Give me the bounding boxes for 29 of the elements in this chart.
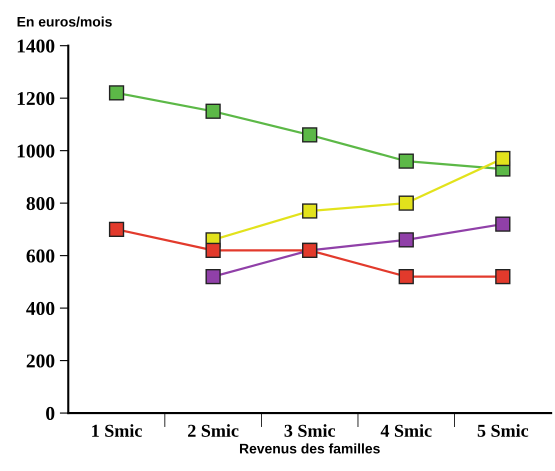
point	[495, 268, 510, 284]
point	[398, 154, 414, 169]
x-tick-label: 5 Smic	[478, 424, 528, 437]
point	[205, 242, 221, 258]
y-tick-label: 400	[26, 302, 54, 316]
y-tick-label: 600	[26, 249, 54, 263]
x-axis-title: Revenus des familles	[240, 443, 380, 454]
y-tick-label: 1000	[18, 144, 54, 158]
point	[205, 104, 221, 119]
y-axis-title: En euros/mois	[18, 16, 112, 27]
y-tick-label: 0	[46, 406, 54, 420]
point	[398, 232, 414, 248]
x-tick-label: 2 Smic	[188, 424, 238, 437]
y-tick-label: 1200	[18, 92, 54, 106]
y-tick-label: 200	[26, 354, 54, 368]
y-tick-label: 1400	[18, 40, 54, 53]
y-tick-label: 800	[26, 196, 54, 210]
point	[108, 222, 124, 238]
point	[398, 195, 414, 211]
point	[302, 127, 318, 143]
point	[205, 268, 221, 284]
point	[495, 150, 510, 166]
point	[108, 85, 124, 101]
point	[495, 216, 510, 232]
point	[398, 268, 414, 284]
x-tick-label: 3 Smic	[284, 424, 336, 437]
x-tick-label: 4 Smic	[380, 424, 432, 437]
point	[302, 203, 318, 219]
x-tick-label: 1 Smic	[92, 424, 142, 437]
